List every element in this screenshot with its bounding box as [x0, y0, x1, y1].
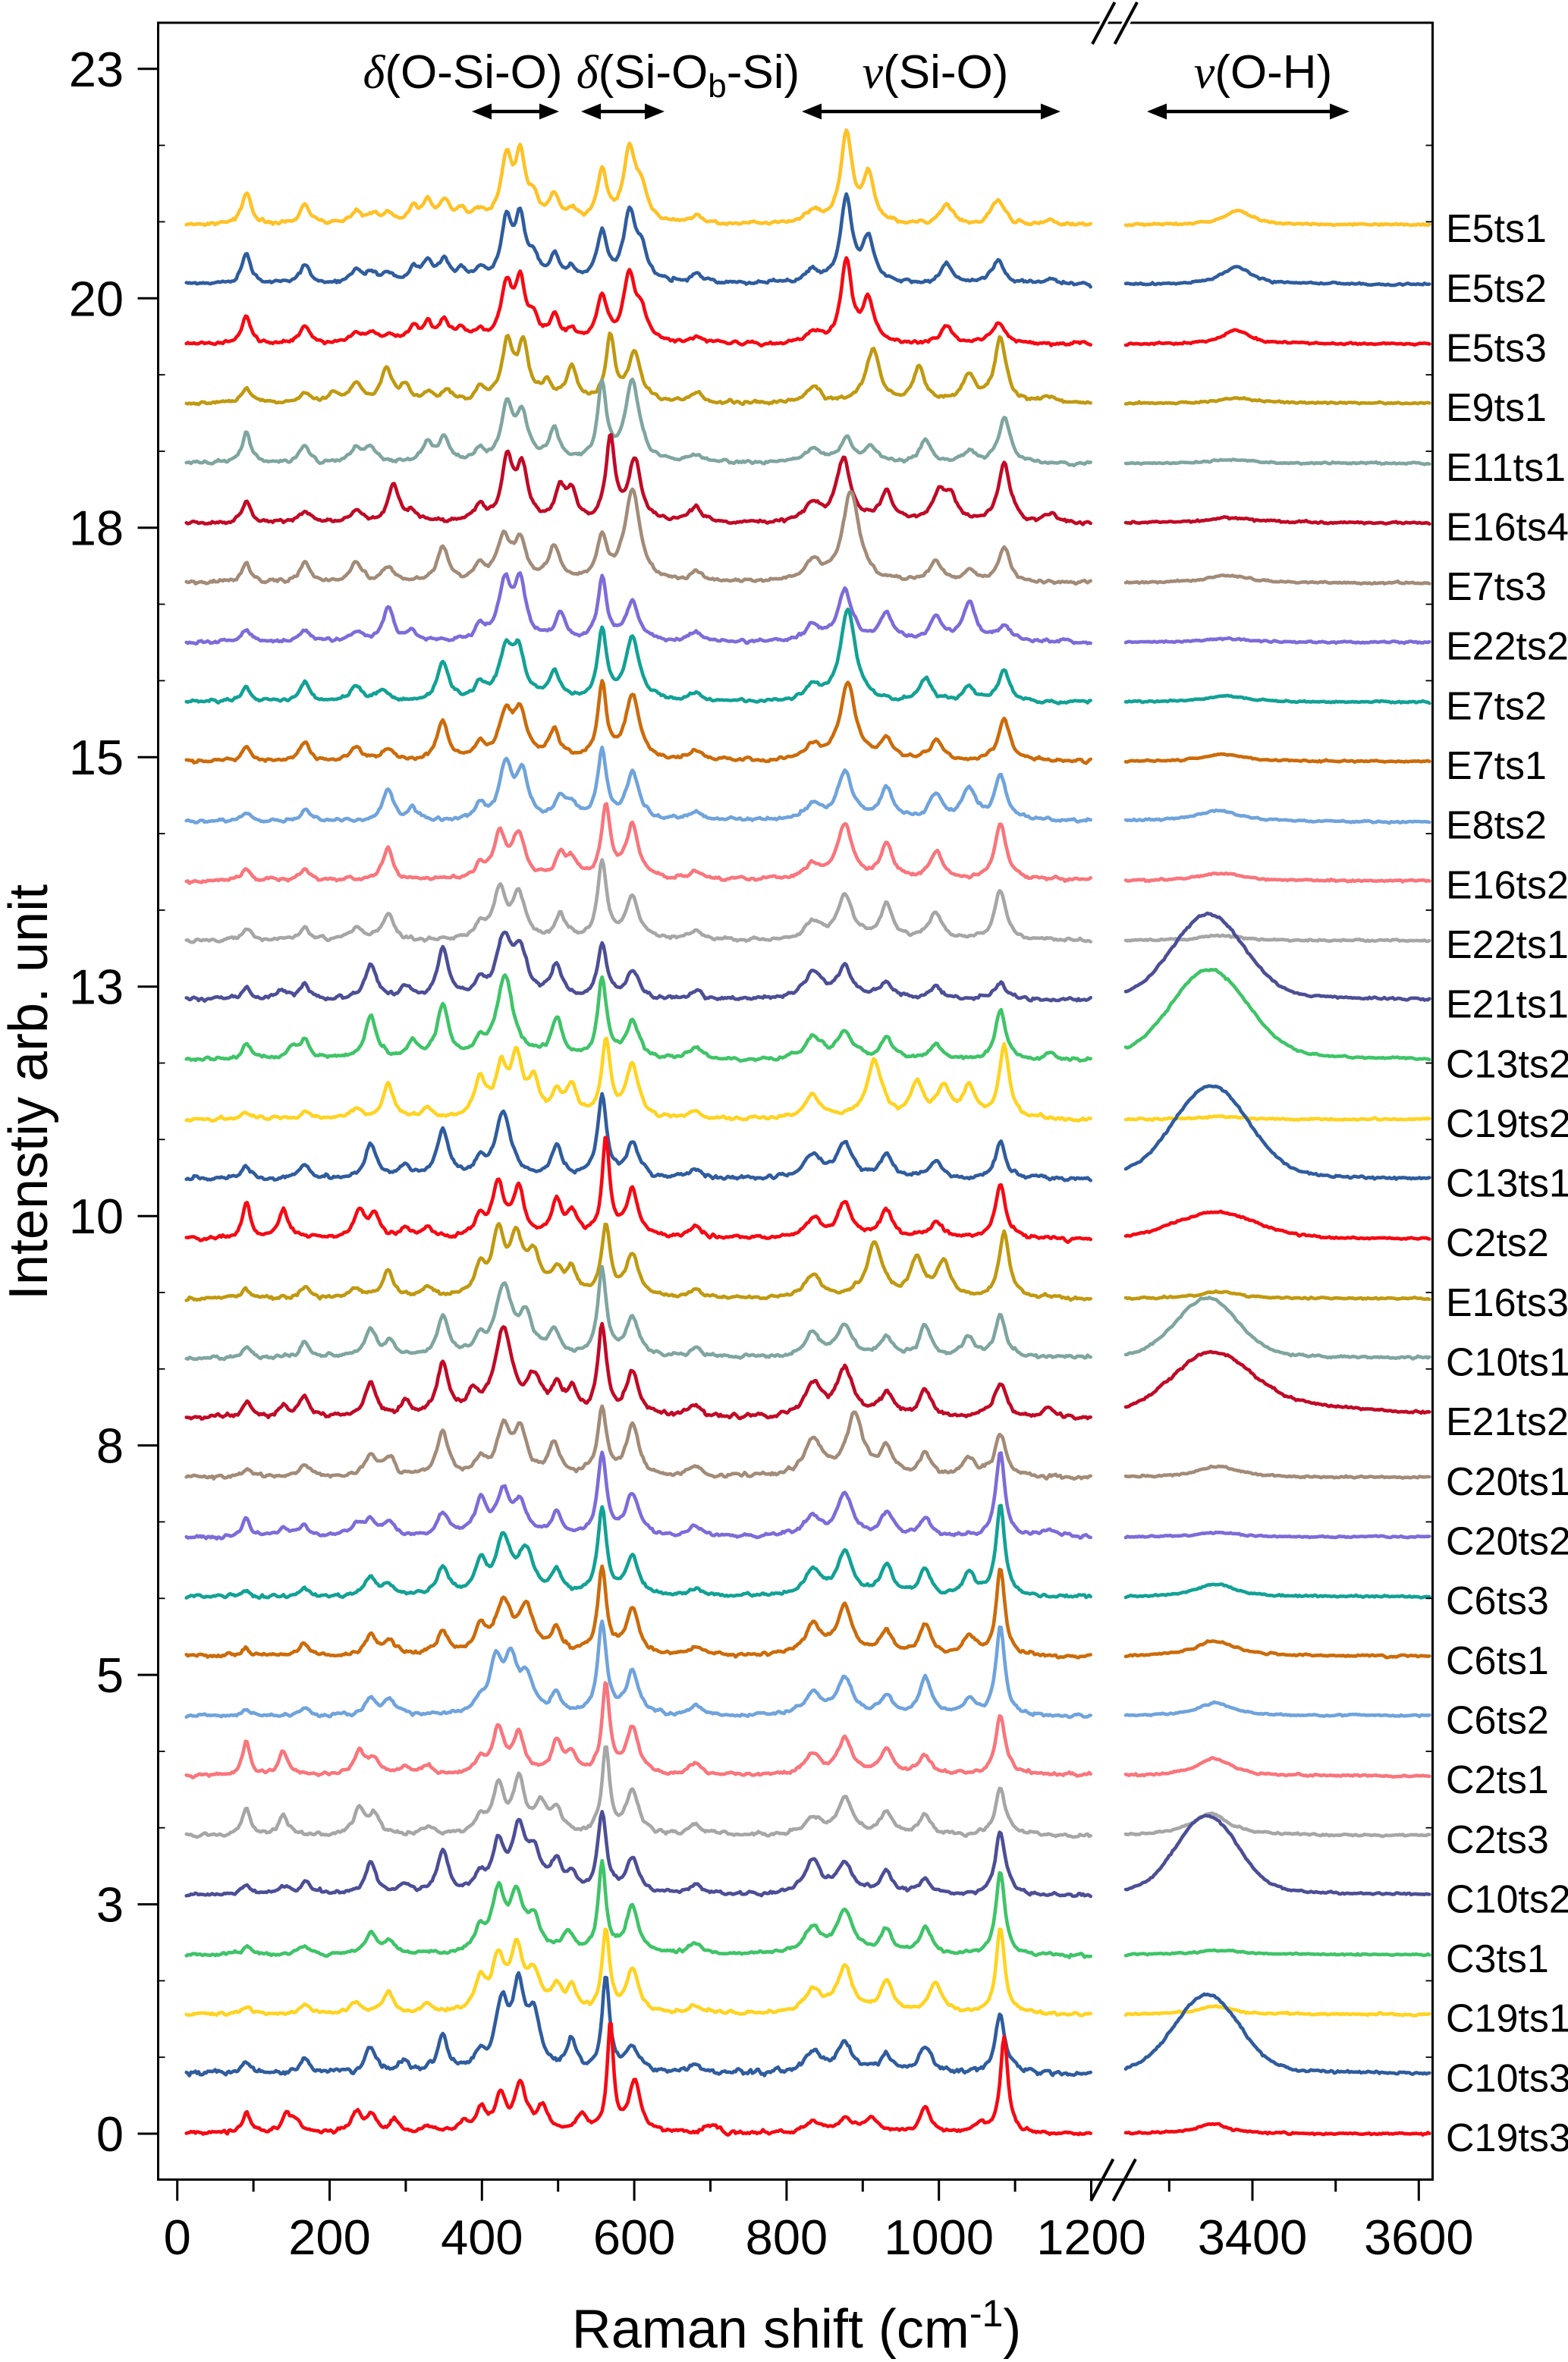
svg-text:E21ts1: E21ts1 — [1446, 983, 1568, 1027]
svg-text:1000: 1000 — [884, 2210, 994, 2265]
svg-text:0: 0 — [96, 2106, 124, 2162]
svg-text:0: 0 — [164, 2210, 191, 2265]
svg-text:C20ts2: C20ts2 — [1446, 1520, 1568, 1564]
svg-text:δ(Si-Ob-Si): δ(Si-Ob-Si) — [577, 46, 800, 105]
svg-text:E16ts4: E16ts4 — [1446, 505, 1568, 549]
svg-text:18: 18 — [69, 501, 124, 556]
svg-text:E9ts1: E9ts1 — [1446, 386, 1547, 430]
svg-text:C10ts3: C10ts3 — [1446, 2056, 1568, 2100]
svg-text:200: 200 — [288, 2210, 370, 2265]
svg-text:E22ts2: E22ts2 — [1446, 625, 1568, 669]
svg-text:E22ts1: E22ts1 — [1446, 923, 1568, 967]
svg-text:1200: 1200 — [1036, 2210, 1146, 2265]
svg-text:C19ts2: C19ts2 — [1446, 1102, 1568, 1146]
svg-text:8: 8 — [96, 1418, 124, 1474]
svg-text:C19ts3: C19ts3 — [1446, 2116, 1568, 2160]
svg-text:E7ts2: E7ts2 — [1446, 684, 1547, 728]
svg-text:E8ts2: E8ts2 — [1446, 804, 1547, 848]
svg-text:E5ts3: E5ts3 — [1446, 327, 1547, 371]
svg-text:E5ts1: E5ts1 — [1446, 207, 1547, 251]
svg-text:C19ts1: C19ts1 — [1446, 1997, 1568, 2041]
svg-text:C13ts2: C13ts2 — [1446, 1042, 1568, 1086]
svg-text:C20ts1: C20ts1 — [1446, 1460, 1568, 1504]
svg-text:600: 600 — [593, 2210, 675, 2265]
svg-text:E11ts1: E11ts1 — [1446, 446, 1566, 490]
svg-text:3400: 3400 — [1198, 2210, 1308, 2265]
svg-text:23: 23 — [69, 42, 124, 97]
svg-text:E7ts3: E7ts3 — [1446, 565, 1547, 609]
svg-text:E16ts3: E16ts3 — [1446, 1281, 1568, 1325]
svg-text:C10ts2: C10ts2 — [1446, 1877, 1568, 1921]
svg-text:20: 20 — [69, 271, 124, 326]
svg-text:10: 10 — [69, 1189, 124, 1244]
svg-text:ν(Si-O): ν(Si-O) — [863, 46, 1009, 99]
svg-text:C2ts2: C2ts2 — [1446, 1221, 1549, 1265]
svg-text:ν(O-H): ν(O-H) — [1194, 46, 1332, 99]
svg-text:E5ts2: E5ts2 — [1446, 267, 1547, 311]
svg-text:C2ts1: C2ts1 — [1446, 1758, 1549, 1802]
svg-text:E21ts2: E21ts2 — [1446, 1400, 1568, 1444]
svg-text:15: 15 — [69, 730, 124, 785]
svg-text:3600: 3600 — [1364, 2210, 1474, 2265]
svg-text:E16ts2: E16ts2 — [1446, 863, 1568, 907]
svg-text:C6ts2: C6ts2 — [1446, 1698, 1549, 1742]
svg-text:C13ts1: C13ts1 — [1446, 1162, 1568, 1206]
svg-text:5: 5 — [96, 1647, 124, 1703]
svg-text:C6ts3: C6ts3 — [1446, 1579, 1549, 1623]
svg-text:C10ts1: C10ts1 — [1446, 1341, 1568, 1385]
svg-text:C2ts3: C2ts3 — [1446, 1818, 1549, 1862]
svg-text:400: 400 — [441, 2210, 523, 2265]
svg-text:800: 800 — [746, 2210, 828, 2265]
svg-text:E7ts1: E7ts1 — [1446, 744, 1547, 788]
svg-text:13: 13 — [69, 960, 124, 1015]
svg-text:3: 3 — [96, 1877, 124, 1933]
svg-text:δ(O-Si-O): δ(O-Si-O) — [363, 46, 563, 99]
svg-text:Raman shift (cm-1): Raman shift (cm-1) — [572, 2292, 1022, 2360]
svg-text:C6ts1: C6ts1 — [1446, 1639, 1549, 1683]
svg-text:C3ts1: C3ts1 — [1446, 1937, 1549, 1981]
svg-text:Intenstiy arb. unit: Intenstiy arb. unit — [0, 884, 59, 1300]
